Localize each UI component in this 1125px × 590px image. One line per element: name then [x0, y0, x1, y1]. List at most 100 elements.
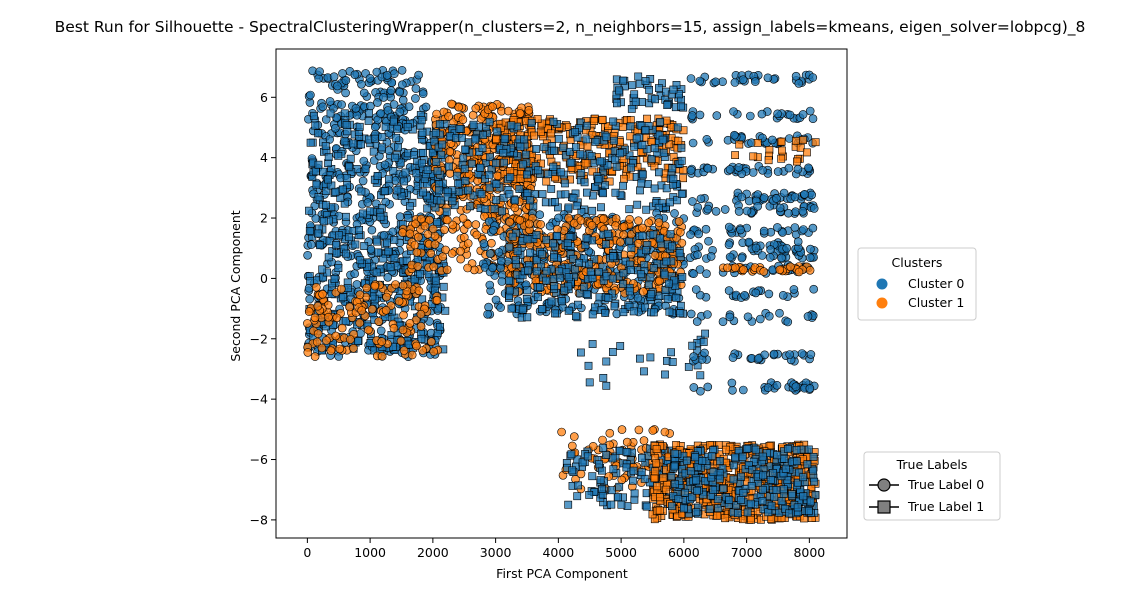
data-point-square: [572, 201, 581, 210]
data-point-circle: [790, 223, 800, 232]
data-point-square: [668, 358, 677, 366]
data-point-circle: [703, 382, 713, 392]
data-point-square: [601, 240, 610, 249]
data-point-square: [523, 313, 532, 322]
data-point-circle: [576, 469, 586, 479]
data-point-square: [764, 508, 773, 517]
data-point-square: [312, 180, 321, 189]
data-point-square: [758, 452, 767, 461]
data-point-square: [781, 464, 790, 473]
data-point-square: [633, 200, 642, 209]
data-point-square: [551, 198, 559, 206]
data-point-circle: [418, 89, 428, 98]
legend-true-label-1-label: True Label 1: [907, 499, 984, 514]
data-point-circle: [432, 109, 441, 119]
data-point-circle: [791, 71, 801, 81]
data-point-circle: [304, 307, 314, 316]
data-point-circle: [349, 343, 358, 353]
data-point-circle: [416, 214, 426, 224]
data-point-circle: [324, 312, 333, 322]
data-point-square: [618, 123, 627, 131]
data-point-circle: [736, 225, 745, 235]
data-point-square: [661, 286, 670, 294]
data-point-square: [792, 157, 801, 166]
data-point-square: [588, 472, 597, 481]
data-point-square: [389, 167, 398, 175]
data-point-circle: [394, 296, 404, 306]
data-point-square: [485, 117, 494, 126]
data-point-circle: [536, 220, 546, 229]
data-point-circle: [458, 115, 468, 124]
data-point-circle: [633, 239, 643, 248]
data-point-circle: [691, 285, 701, 294]
data-point-circle: [444, 112, 453, 121]
data-point-square: [608, 274, 617, 283]
data-point-square: [779, 485, 788, 494]
data-point-circle: [737, 192, 747, 202]
data-point-circle: [687, 111, 697, 120]
data-point-square: [481, 205, 490, 213]
data-point-circle: [312, 337, 322, 347]
data-point-circle: [358, 176, 368, 186]
data-point-square: [319, 217, 328, 226]
data-point-square: [610, 302, 619, 311]
data-point-circle: [772, 380, 782, 390]
data-point-square: [681, 488, 689, 497]
data-point-square: [636, 186, 644, 195]
data-point-circle: [773, 109, 782, 119]
data-point-circle: [496, 256, 506, 266]
data-point-square: [351, 240, 360, 249]
data-point-circle: [428, 224, 438, 234]
data-point-square: [799, 136, 807, 144]
data-point-square: [731, 453, 739, 462]
data-point-circle: [564, 213, 573, 223]
y-tick-label: −4: [250, 392, 268, 407]
data-point-square: [674, 494, 683, 503]
data-point-circle: [798, 207, 808, 216]
data-point-square: [516, 142, 525, 151]
data-point-square: [417, 116, 426, 125]
data-point-circle: [711, 207, 721, 216]
data-point-square: [510, 196, 519, 205]
data-point-square: [673, 123, 682, 132]
data-point-square: [325, 237, 334, 246]
data-point-square: [342, 249, 350, 258]
data-point-square: [453, 171, 461, 180]
data-point-square: [698, 456, 707, 465]
data-point-circle: [730, 263, 740, 273]
data-point-square: [803, 460, 812, 469]
data-point-circle: [386, 86, 396, 95]
data-point-square: [542, 276, 551, 285]
data-point-square: [721, 514, 729, 523]
data-point-square: [705, 505, 714, 513]
data-point-square: [467, 159, 476, 168]
data-point-square: [751, 445, 760, 454]
data-point-square: [585, 378, 594, 387]
data-point-circle: [377, 351, 387, 361]
data-point-square: [524, 266, 532, 275]
data-point-circle: [331, 331, 341, 341]
data-point-square: [785, 509, 794, 518]
data-point-circle: [421, 102, 431, 112]
data-point-circle: [471, 220, 481, 229]
data-point-square: [372, 268, 381, 277]
data-point-circle: [650, 251, 660, 260]
data-point-square: [630, 142, 638, 151]
data-point-square: [642, 205, 651, 214]
data-point-square: [649, 230, 658, 239]
data-point-circle: [313, 301, 323, 311]
data-point-square: [649, 308, 658, 317]
data-point-square: [513, 247, 522, 256]
data-point-square: [649, 264, 658, 272]
data-point-square: [597, 203, 605, 212]
data-point-square: [620, 174, 628, 183]
data-point-square: [547, 297, 556, 306]
data-point-circle: [355, 318, 365, 328]
data-point-circle: [337, 100, 346, 109]
data-point-square: [326, 109, 335, 118]
data-point-square: [313, 229, 322, 238]
data-point-circle: [809, 204, 819, 213]
data-point-square: [461, 177, 470, 185]
data-point-square: [777, 137, 786, 146]
